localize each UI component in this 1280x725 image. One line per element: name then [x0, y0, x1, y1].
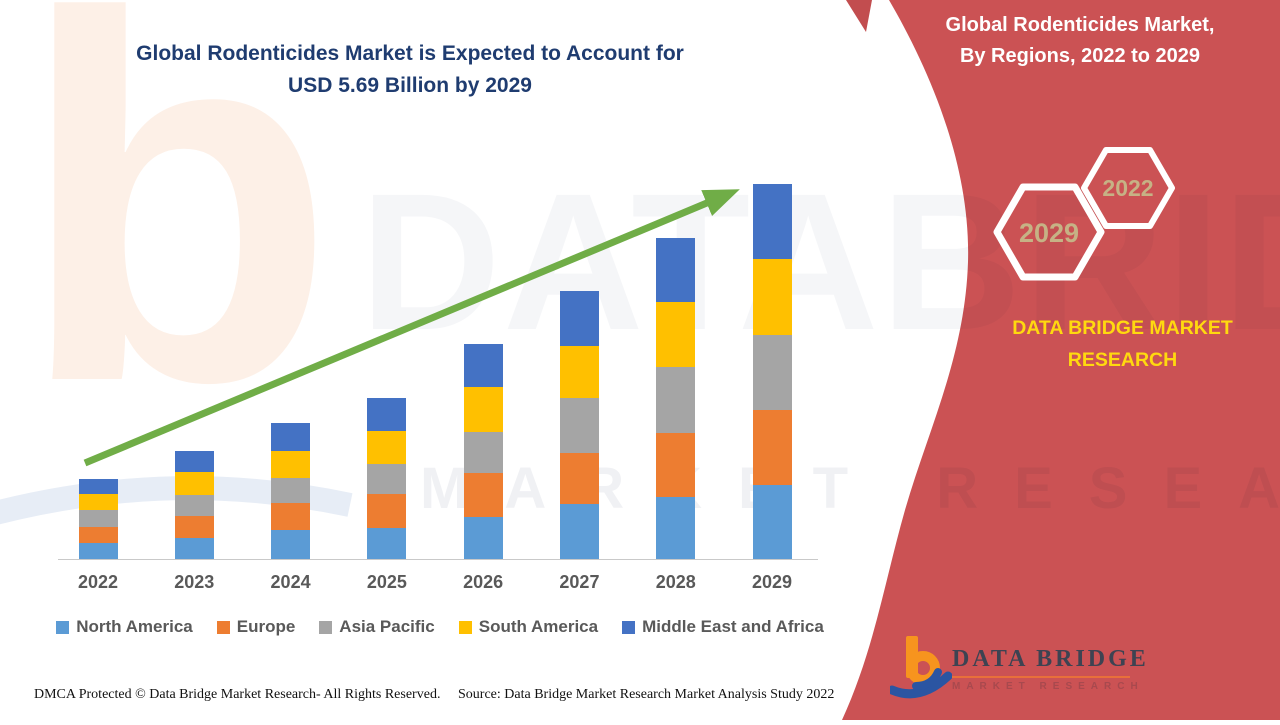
legend-swatch — [216, 620, 230, 634]
bar-segment-asia-pacific — [752, 335, 792, 410]
bar-segment-south-america — [174, 472, 214, 495]
x-axis-label-2028: 2028 — [655, 572, 696, 592]
x-axis-label-2025: 2025 — [366, 572, 407, 592]
x-axis-label-2023: 2023 — [174, 572, 215, 592]
logo-tagline: MARKET RESEARCH — [952, 681, 1144, 692]
bar-segment-europe — [656, 433, 696, 497]
bar-segment-asia-pacific — [656, 367, 696, 433]
bar-segment-south-america — [78, 494, 118, 510]
hexagon-2022-label: 2022 — [1102, 175, 1153, 201]
panel-heading-line2: By Regions, 2022 to 2029 — [959, 45, 1201, 67]
stacked-bar-2028 — [656, 238, 696, 559]
legend-item-north-america: North America — [56, 617, 193, 637]
bar-segment-north-america — [559, 504, 599, 559]
chart-title-line1: Global Rodenticides Market is Expected t… — [136, 42, 684, 65]
x-axis-label-2022: 2022 — [77, 572, 119, 592]
bar-segment-north-america — [367, 528, 407, 559]
bar-segment-europe — [78, 527, 118, 543]
hexagon-2029-label: 2029 — [1019, 218, 1079, 248]
dmca-notice: DMCA Protected © Data Bridge Market Rese… — [34, 687, 441, 702]
stacked-bar-2027 — [559, 291, 599, 559]
bar-segment-europe — [271, 503, 311, 530]
legend-item-middle-east-and-africa: Middle East and Africa — [622, 617, 824, 637]
brand-text-line1: DATA BRIDGE MARKET — [1012, 317, 1233, 339]
bar-segment-middle-east-and-africa — [174, 451, 214, 472]
x-axis-label-2024: 2024 — [270, 572, 311, 592]
panel-heading-line1: Global Rodenticides Market, — [945, 14, 1215, 36]
bar-segment-north-america — [656, 497, 696, 559]
bar-segment-north-america — [174, 538, 214, 559]
bar-segment-middle-east-and-africa — [271, 423, 311, 451]
bar-segment-europe — [174, 516, 214, 538]
source-note: Source: Data Bridge Market Research Mark… — [458, 687, 835, 702]
legend-label: North America — [76, 617, 193, 636]
hexagon-2022 — [1081, 147, 1175, 229]
bar-segment-europe — [559, 453, 599, 504]
bar-segment-north-america — [752, 485, 792, 559]
bar-segment-asia-pacific — [559, 398, 599, 453]
bar-segment-asia-pacific — [174, 495, 214, 516]
bar-segment-south-america — [463, 387, 503, 432]
legend-label: Europe — [236, 617, 296, 636]
bar-segment-europe — [463, 473, 503, 517]
panel-heading: Global Rodenticides Market, By Regions, … — [880, 10, 1280, 72]
chart-title-line2: USD 5.69 Billion by 2029 — [288, 73, 532, 97]
red-panel-sliver — [846, 0, 872, 32]
chart-legend: North America Europe Asia Pacific South Ame… — [50, 617, 830, 637]
legend-swatch — [458, 620, 472, 634]
bar-segment-south-america — [752, 259, 792, 335]
logo-rule — [952, 676, 1130, 678]
bar-segment-north-america — [463, 517, 503, 559]
hexagon-badges: 2029 2022 — [993, 147, 1175, 281]
legend-swatch — [56, 620, 70, 634]
legend-item-europe: Europe — [216, 617, 296, 637]
plot-area — [58, 180, 818, 560]
legend-label: Asia Pacific — [339, 617, 435, 636]
bar-segment-south-america — [367, 431, 407, 464]
legend-label: South America — [478, 617, 599, 636]
x-axis-label-2029: 2029 — [751, 572, 793, 592]
bar-segment-south-america — [559, 346, 599, 398]
stacked-bar-2024 — [271, 423, 311, 559]
bar-segment-europe — [367, 494, 407, 528]
stacked-bar-2022 — [78, 479, 118, 559]
legend-label: Middle East and Africa — [642, 617, 824, 636]
brand-text-line2: RESEARCH — [1067, 349, 1178, 372]
bar-segment-middle-east-and-africa — [367, 398, 407, 431]
hexagon-2029 — [993, 183, 1105, 281]
stacked-bar-2026 — [463, 344, 503, 559]
bar-segment-middle-east-and-africa — [559, 291, 599, 346]
x-axis-label-2026: 2026 — [463, 572, 504, 592]
stacked-bar-2029 — [752, 184, 792, 559]
bar-segment-middle-east-and-africa — [656, 238, 696, 302]
stacked-bar-2023 — [174, 451, 214, 559]
bar-segment-north-america — [78, 543, 118, 559]
databridge-logo: DATA BRIDGE MARKET RESEARCH — [890, 634, 1150, 706]
bar-segment-north-america — [271, 530, 311, 559]
bar-segment-middle-east-and-africa — [752, 184, 792, 259]
bar-segment-asia-pacific — [271, 478, 311, 503]
bar-segment-asia-pacific — [367, 464, 407, 494]
x-axis-labels: 2022 2023 2024 2025 2026 2027 2028 2029 — [58, 572, 818, 596]
chart-title: Global Rodenticides Market is Expected t… — [70, 38, 750, 101]
databridge-logo-icon — [890, 636, 952, 699]
bar-segment-south-america — [656, 302, 696, 367]
bar-segment-south-america — [271, 451, 311, 478]
bar-segment-europe — [752, 410, 792, 485]
legend-swatch — [622, 620, 636, 634]
trend-arrow — [83, 189, 740, 467]
bar-segment-middle-east-and-africa — [78, 479, 118, 494]
x-axis-label-2027: 2027 — [559, 572, 600, 592]
logo-name: DATA BRIDGE — [952, 646, 1149, 672]
stacked-bar-2025 — [367, 398, 407, 559]
legend-item-south-america: South America — [458, 617, 599, 637]
brand-text: DATA BRIDGE MARKET RESEARCH — [950, 312, 1280, 376]
bar-segment-middle-east-and-africa — [463, 344, 503, 387]
legend-item-asia-pacific: Asia Pacific — [319, 617, 435, 637]
bar-segment-asia-pacific — [78, 510, 118, 527]
legend-swatch — [319, 620, 333, 634]
bar-segment-asia-pacific — [463, 432, 503, 473]
